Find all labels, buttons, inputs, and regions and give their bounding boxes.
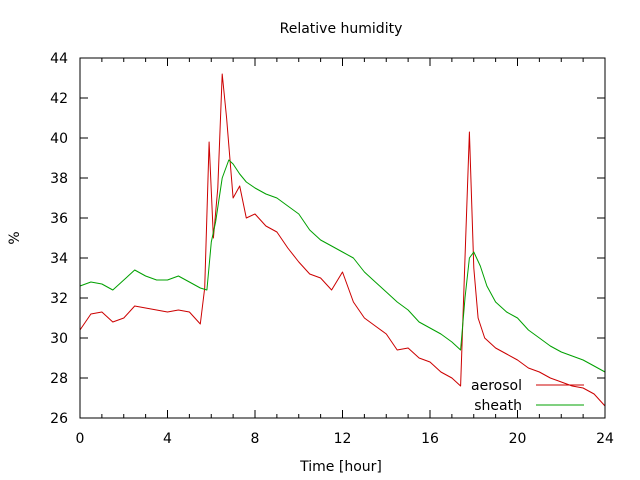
legend-label-sheath: sheath — [474, 398, 522, 414]
x-tick-label: 4 — [163, 431, 172, 447]
y-tick-label: 28 — [50, 371, 68, 387]
x-tick-label: 24 — [596, 431, 614, 447]
x-tick-label: 12 — [334, 431, 352, 447]
y-tick-label: 44 — [50, 51, 68, 67]
x-tick-label: 16 — [421, 431, 439, 447]
y-tick-label: 38 — [50, 171, 68, 187]
y-axis-label: % — [7, 231, 23, 244]
x-tick-label: 8 — [251, 431, 260, 447]
y-tick-label: 32 — [50, 291, 68, 307]
y-tick-label: 26 — [50, 411, 68, 427]
y-tick-label: 30 — [50, 331, 68, 347]
legend: aerosol sheath — [471, 378, 584, 414]
x-tick-label: 20 — [509, 431, 527, 447]
chart-title: Relative humidity — [280, 21, 403, 37]
y-tick-label: 36 — [50, 211, 68, 227]
y-tick-label: 34 — [50, 251, 68, 267]
plot-frame — [79, 57, 606, 419]
axis-ticks: 0 4 8 12 16 20 24 26 28 30 32 34 36 38 40 42 44 — [50, 51, 614, 447]
y-tick-label: 40 — [50, 131, 68, 147]
series-line-aerosol — [79, 73, 606, 407]
x-axis-label: Time [hour] — [299, 459, 382, 475]
series-lines — [79, 73, 606, 407]
y-tick-label: 42 — [50, 91, 68, 107]
legend-label-aerosol: aerosol — [471, 378, 522, 394]
x-tick-label: 0 — [76, 431, 85, 447]
series-line-sheath — [79, 159, 606, 373]
